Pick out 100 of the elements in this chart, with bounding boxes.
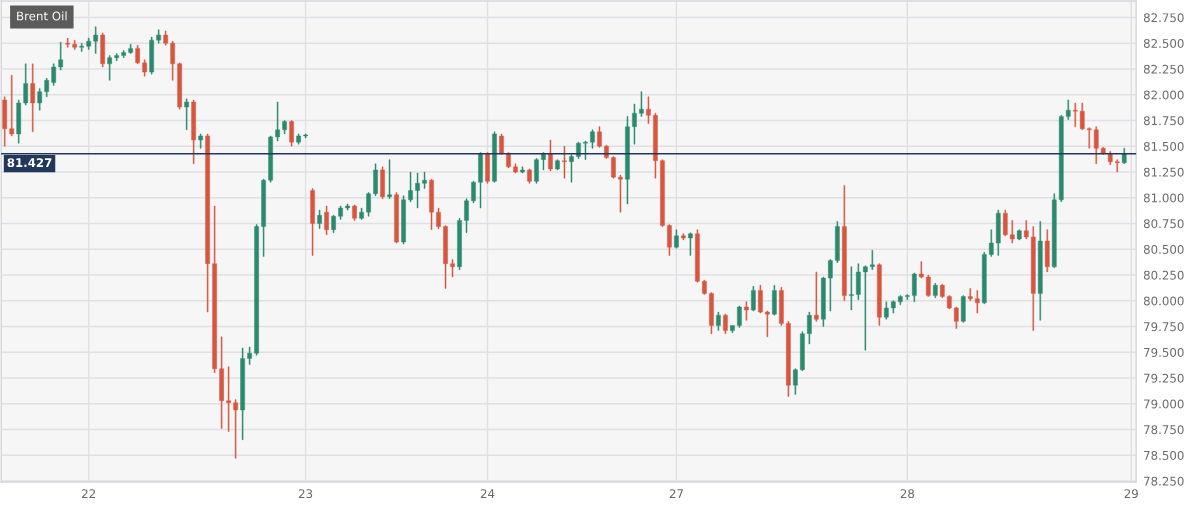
candlestick bbox=[324, 205, 329, 236]
candlestick bbox=[1023, 220, 1029, 240]
candlestick bbox=[548, 139, 553, 172]
candlestick bbox=[2, 96, 8, 147]
candlestick bbox=[198, 133, 203, 149]
candlestick bbox=[975, 290, 980, 314]
y-tick-label: 82.500 bbox=[1143, 38, 1184, 48]
candlestick bbox=[842, 185, 847, 301]
candlestick bbox=[23, 63, 28, 106]
candlestick bbox=[954, 306, 959, 329]
y-tick-label: 79.000 bbox=[1144, 399, 1184, 409]
candlestick bbox=[72, 39, 77, 50]
candlestick bbox=[212, 205, 217, 374]
candlestick bbox=[995, 209, 1001, 256]
candlestick bbox=[436, 207, 441, 229]
candlestick bbox=[373, 163, 378, 196]
candlestick bbox=[1002, 209, 1008, 237]
candlestick bbox=[513, 163, 518, 174]
y-tick-label: 82.250 bbox=[1143, 64, 1184, 74]
candlestick bbox=[905, 294, 910, 300]
candlestick bbox=[338, 205, 343, 220]
candlestick bbox=[849, 266, 854, 311]
candlestick bbox=[86, 37, 91, 50]
candlestick bbox=[940, 284, 945, 298]
candlestick bbox=[415, 172, 420, 209]
candlestick bbox=[1079, 102, 1085, 130]
candlestick bbox=[891, 300, 896, 314]
candlestick bbox=[352, 204, 357, 221]
candlestick bbox=[359, 207, 364, 220]
candlestick bbox=[632, 103, 637, 145]
candlestick bbox=[765, 310, 770, 337]
candlestick bbox=[653, 113, 658, 179]
candlestick bbox=[254, 224, 259, 356]
candlestick bbox=[856, 263, 861, 300]
candlestick bbox=[422, 171, 427, 189]
candlestick bbox=[128, 44, 133, 54]
candlestick bbox=[534, 158, 539, 184]
candlestick bbox=[485, 152, 490, 184]
candlestick bbox=[835, 221, 840, 263]
candlestick bbox=[506, 152, 511, 169]
candlestick bbox=[1044, 229, 1050, 273]
y-tick-label: 81.500 bbox=[1143, 141, 1184, 151]
candlestick bbox=[1107, 151, 1113, 165]
candlestick bbox=[366, 192, 371, 217]
candlestick bbox=[1093, 126, 1099, 164]
y-tick-label: 80.000 bbox=[1143, 296, 1184, 306]
candlestick bbox=[37, 88, 42, 111]
candlestick bbox=[149, 36, 154, 75]
candlestick bbox=[926, 274, 931, 297]
x-tick-label: 28 bbox=[900, 489, 915, 499]
y-tick-label: 81.750 bbox=[1143, 116, 1184, 126]
candlestick bbox=[751, 286, 756, 312]
candlestick bbox=[870, 250, 875, 271]
text: Brent Oil bbox=[17, 11, 67, 21]
candlestick bbox=[912, 272, 917, 302]
candlestick bbox=[170, 40, 175, 81]
candlestick bbox=[464, 198, 469, 233]
candlestick bbox=[114, 53, 119, 61]
ref-line-label: 81.427 bbox=[7, 158, 52, 168]
candlestick bbox=[233, 399, 238, 459]
candlestick bbox=[611, 156, 616, 179]
candlestick bbox=[345, 203, 350, 211]
candlestick bbox=[163, 30, 168, 46]
candlestick bbox=[527, 168, 532, 184]
candlestick bbox=[884, 301, 889, 320]
candlestick bbox=[933, 283, 938, 298]
candlestick bbox=[639, 91, 644, 117]
candlestick bbox=[604, 145, 609, 159]
y-tick-label: 80.750 bbox=[1143, 219, 1184, 229]
candlestick bbox=[1016, 229, 1022, 241]
candlestick bbox=[100, 32, 105, 68]
candlestick bbox=[674, 229, 679, 249]
candlestick bbox=[1037, 221, 1043, 321]
candlestick bbox=[562, 146, 567, 179]
candlestick bbox=[135, 45, 140, 65]
candlestick bbox=[779, 287, 784, 326]
candlestick bbox=[268, 135, 273, 183]
candlestick bbox=[450, 259, 455, 278]
candlestick bbox=[555, 159, 560, 171]
y-tick-label: 79.250 bbox=[1144, 373, 1184, 383]
candlestick bbox=[9, 74, 15, 137]
candlestick bbox=[744, 301, 749, 321]
y-tick-label: 82.000 bbox=[1143, 90, 1184, 100]
candlestick bbox=[1086, 127, 1092, 149]
candlestick bbox=[331, 215, 336, 233]
candlestick bbox=[107, 55, 112, 81]
candlestick bbox=[317, 209, 322, 229]
candlestick bbox=[282, 120, 287, 135]
candlestick bbox=[786, 321, 791, 397]
candlestick bbox=[310, 188, 315, 256]
candlestick bbox=[443, 225, 448, 289]
candlestick bbox=[646, 96, 651, 124]
candlestick bbox=[807, 311, 812, 345]
candlestick bbox=[814, 271, 819, 322]
candlestick bbox=[576, 141, 581, 159]
candlestick bbox=[30, 63, 35, 133]
candlestick bbox=[65, 37, 70, 48]
candlestick bbox=[387, 159, 392, 199]
candlestick bbox=[240, 347, 245, 440]
y-tick-label: 80.500 bbox=[1143, 244, 1184, 254]
